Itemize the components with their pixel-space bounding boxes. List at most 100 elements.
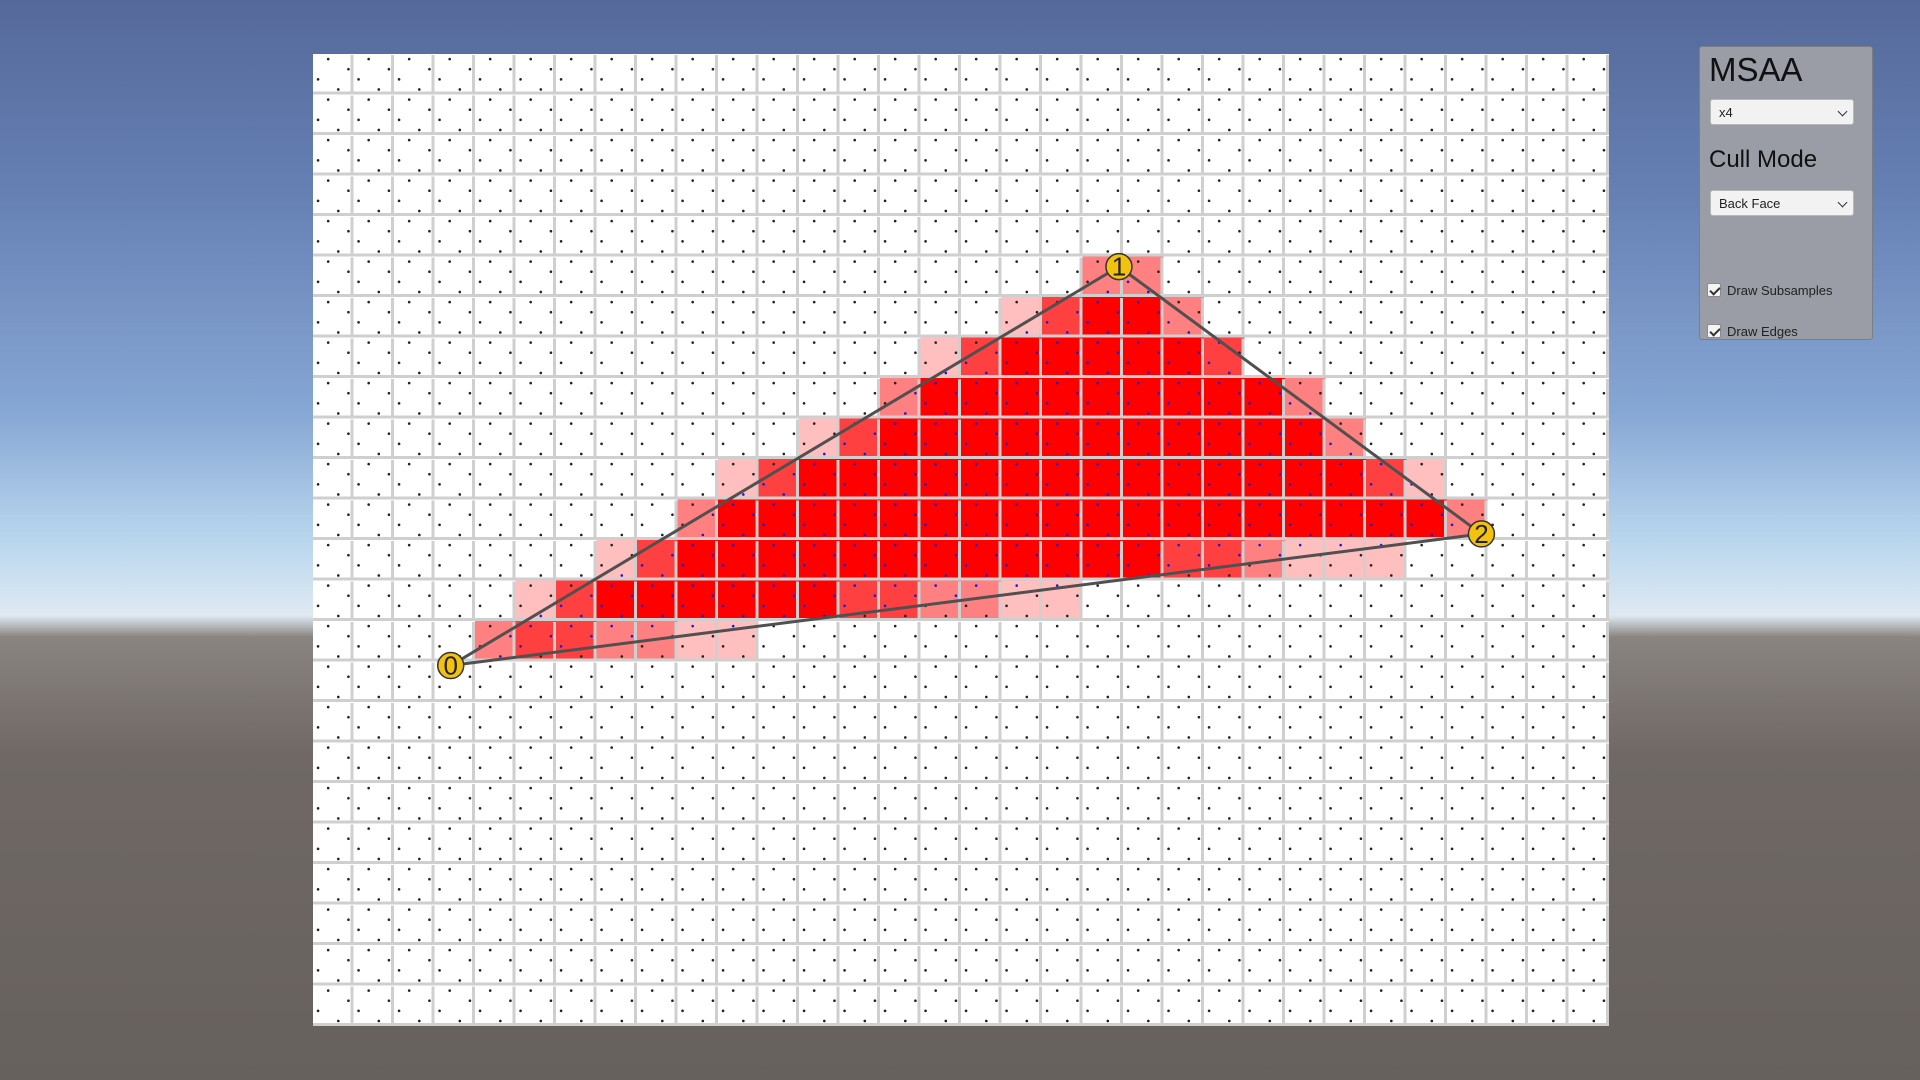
subsample-point: [1258, 138, 1261, 142]
pixel: [1285, 702, 1326, 743]
pixel: [556, 216, 597, 257]
subsample-point: [1572, 807, 1575, 810]
subsample-point: [1319, 391, 1322, 395]
subsample-point: [1390, 857, 1393, 861]
pixel: [1528, 621, 1569, 662]
subsample-point: [742, 169, 745, 172]
subsample-point: [1339, 786, 1342, 790]
subsample-point: [873, 472, 877, 476]
covered-pixel: [1042, 499, 1083, 540]
pixel: [1568, 256, 1609, 297]
subsample-point: [1491, 888, 1494, 891]
subsample-point: [995, 715, 998, 719]
subsample-point: [1319, 432, 1322, 435]
subsample-point: [1592, 898, 1596, 901]
subsample-point: [1298, 219, 1302, 223]
subsample-point: [1045, 807, 1049, 810]
subsample-point: [721, 321, 725, 324]
pixel: [1366, 297, 1407, 338]
subsample-point: [914, 148, 917, 152]
subsample-point: [1410, 645, 1413, 648]
pixel: [556, 135, 597, 176]
subsample-point: [1400, 310, 1403, 314]
pixel: [1001, 621, 1042, 662]
subsample-point: [1410, 442, 1413, 446]
covered-pixel: [1042, 459, 1083, 500]
subsample-point: [1511, 209, 1515, 213]
subsample-point: [1379, 219, 1383, 223]
pixel: [1406, 337, 1447, 378]
subsample-point: [367, 300, 370, 304]
subsample-point: [954, 432, 958, 435]
subsample-point: [1116, 432, 1120, 435]
subsample-point: [1258, 867, 1261, 871]
subsample-point: [468, 837, 472, 840]
pixel: [1366, 661, 1407, 702]
subsample-point: [742, 290, 745, 294]
pixel: [515, 216, 556, 257]
pixel: [1163, 985, 1204, 1026]
pixel: [353, 540, 394, 581]
subsample-point: [843, 523, 846, 527]
subsample-point: [883, 645, 887, 648]
subsample-point: [1440, 472, 1444, 476]
pixel: [475, 742, 516, 783]
subsample-point: [347, 513, 350, 516]
subsample-point: [985, 857, 988, 861]
subsample-point: [742, 209, 745, 213]
subsample-point: [1045, 604, 1049, 608]
subsample-point: [620, 695, 624, 699]
subsample-point: [367, 422, 370, 425]
subsample-point: [944, 614, 948, 618]
pixel: [1366, 621, 1407, 662]
subsample-point: [357, 402, 360, 405]
subsample-point: [640, 199, 644, 203]
subsample-point: [711, 189, 715, 192]
subsample-point: [802, 361, 806, 365]
subsample-point: [468, 391, 472, 395]
subsample-point: [630, 472, 634, 476]
subsample-point: [691, 57, 694, 61]
pixel: [556, 945, 597, 986]
subsample-point: [1207, 321, 1211, 324]
subsample-point: [1582, 705, 1585, 709]
subsample-point: [1066, 736, 1069, 739]
subsample-point: [823, 88, 826, 91]
pixel: [839, 742, 880, 783]
subsample-point: [944, 574, 948, 577]
pixel: [515, 945, 556, 986]
subsample-point: [1501, 543, 1504, 547]
subsample-point: [1147, 614, 1150, 618]
subsample-point: [1309, 574, 1312, 577]
subsample-point: [569, 462, 573, 466]
subsample-point: [418, 371, 421, 375]
subsample-point: [1116, 796, 1120, 800]
subsample-point: [1471, 614, 1474, 618]
subsample-point: [397, 483, 401, 486]
subsample-point: [691, 98, 694, 101]
subsample-point: [1511, 371, 1515, 375]
subsample-point: [681, 685, 684, 689]
pixel: [1325, 337, 1366, 378]
subsample-point: [752, 472, 755, 476]
covered-pixel: [1325, 459, 1366, 500]
subsample-point: [853, 341, 856, 344]
subsample-point: [863, 736, 867, 739]
subsample-point: [519, 199, 522, 203]
subsample-point: [590, 189, 593, 192]
subsample-point: [1217, 219, 1221, 223]
pixel: [1123, 945, 1164, 986]
subsample-point: [428, 634, 431, 638]
subsample-point: [944, 817, 948, 820]
subsample-point: [499, 776, 502, 780]
subsample-point: [600, 847, 603, 851]
subsample-point: [1015, 543, 1018, 547]
subsample-point: [1400, 391, 1403, 395]
subsample-point: [924, 199, 927, 203]
subsample-point: [529, 179, 532, 182]
subsample-point: [934, 786, 937, 790]
subsample-point: [995, 472, 998, 476]
subsample-point: [1278, 513, 1282, 516]
subsample-point: [661, 776, 664, 780]
subsample-point: [1521, 675, 1525, 678]
